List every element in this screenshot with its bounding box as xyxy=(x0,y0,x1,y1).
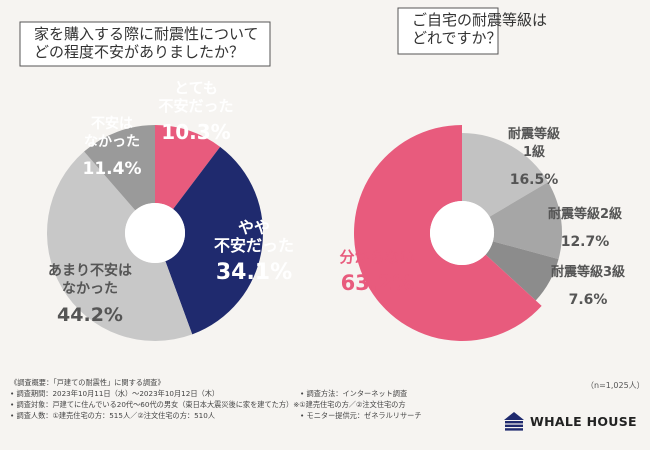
pie2-value-label-2: 7.6% xyxy=(569,292,608,308)
chart-1-title-frame xyxy=(19,21,271,67)
pie1-slice-3 xyxy=(84,125,155,211)
pie2-value-label-1: 12.7% xyxy=(561,234,610,250)
pie2-value-label-3: 63.2% xyxy=(341,271,414,295)
pie1-slice-0 xyxy=(155,125,221,210)
survey-period: • 調査期間：2023年10月11日（水）～2023年10月12日（木） xyxy=(10,389,220,398)
survey-provider: • モニター提供元：ゼネラルリサーチ xyxy=(300,411,422,420)
brand-name: WHALE HOUSE xyxy=(530,414,637,429)
pie1-value-label-0: 10.3% xyxy=(161,120,230,144)
pie2-slice-0 xyxy=(462,133,549,217)
survey-count: • 調査人数：①建売住宅の方：515人／②注文住宅の方：510人 xyxy=(10,411,215,420)
pie2-slice-2 xyxy=(485,241,559,301)
survey-overview: 《調査概要：「戸建ての耐震性」に関する調査》 • 調査期間：2023年10月11… xyxy=(10,378,640,448)
pie1-value-label-2: 44.2% xyxy=(57,304,123,326)
pie1-category-label-0: 不安だった xyxy=(158,97,233,115)
pie-chart-2: 耐震等級 1級 16.5% 耐震等級2級 12.7% 耐震等級3級 7.6% 分からない 63.… xyxy=(339,125,625,341)
pie1-slice-1 xyxy=(165,146,264,335)
pie1-category-label-1: 不安だった xyxy=(214,236,294,255)
chart-2-title-text: ご自宅の耐震等級は xyxy=(412,11,547,29)
survey-title: 《調査概要：「戸建ての耐震性」に関する調査》 xyxy=(10,378,165,387)
pie2-category-label-0: 耐震等級 xyxy=(508,126,560,142)
pie-chart-1: とても不安だった10.3%やや不安だった34.1%あまり不安はなかった44.2%… xyxy=(46,79,294,342)
pie2-slice-3 xyxy=(354,125,542,341)
whale-house-logo-icon xyxy=(504,412,524,431)
pie1-value-label-3: 11.4% xyxy=(83,159,142,179)
chart-1-title-text: 家を購入する際に耐震性について xyxy=(34,25,259,43)
pie1-category-label-1: やや xyxy=(238,218,270,237)
sample-size-note: （n=1,025人） xyxy=(586,381,645,390)
pie2-category-label-2: 耐震等級3級 xyxy=(551,264,625,280)
pie1-category-label-3: 不安は xyxy=(91,115,133,132)
pie1-value-label-1: 34.1% xyxy=(216,260,292,285)
chart-2-title-text: どれですか？ xyxy=(412,29,502,47)
pie1-slice-2 xyxy=(46,151,193,342)
pie2-category-label-3: 分からない xyxy=(339,248,414,266)
pie2-category-label-1: 耐震等級2級 xyxy=(548,206,622,222)
pie1-category-label-0: とても xyxy=(174,79,218,97)
pie1-category-label-2: なかった xyxy=(62,281,118,297)
pie2-center-hole xyxy=(430,201,494,265)
chart-1-title-text: どの程度不安がありましたか？ xyxy=(34,43,244,61)
pie1-center-hole xyxy=(125,203,185,263)
chart-2-title-frame xyxy=(397,7,499,55)
pie2-category-label-0: 1級 xyxy=(523,144,545,160)
survey-target: • 調査対象：戸建てに住んでいる20代～60代の男女（東日本大震災後に家を建てた… xyxy=(10,400,406,409)
pie2-slice-1 xyxy=(489,182,562,260)
pie1-category-label-3: なかった xyxy=(84,134,140,150)
pie2-value-label-0: 16.5% xyxy=(510,172,559,188)
brand-logo: WHALE HOUSE xyxy=(502,410,642,432)
pie1-category-label-2: あまり不安は xyxy=(48,262,132,279)
survey-method: • 調査方法：インターネット調査 xyxy=(300,389,408,398)
